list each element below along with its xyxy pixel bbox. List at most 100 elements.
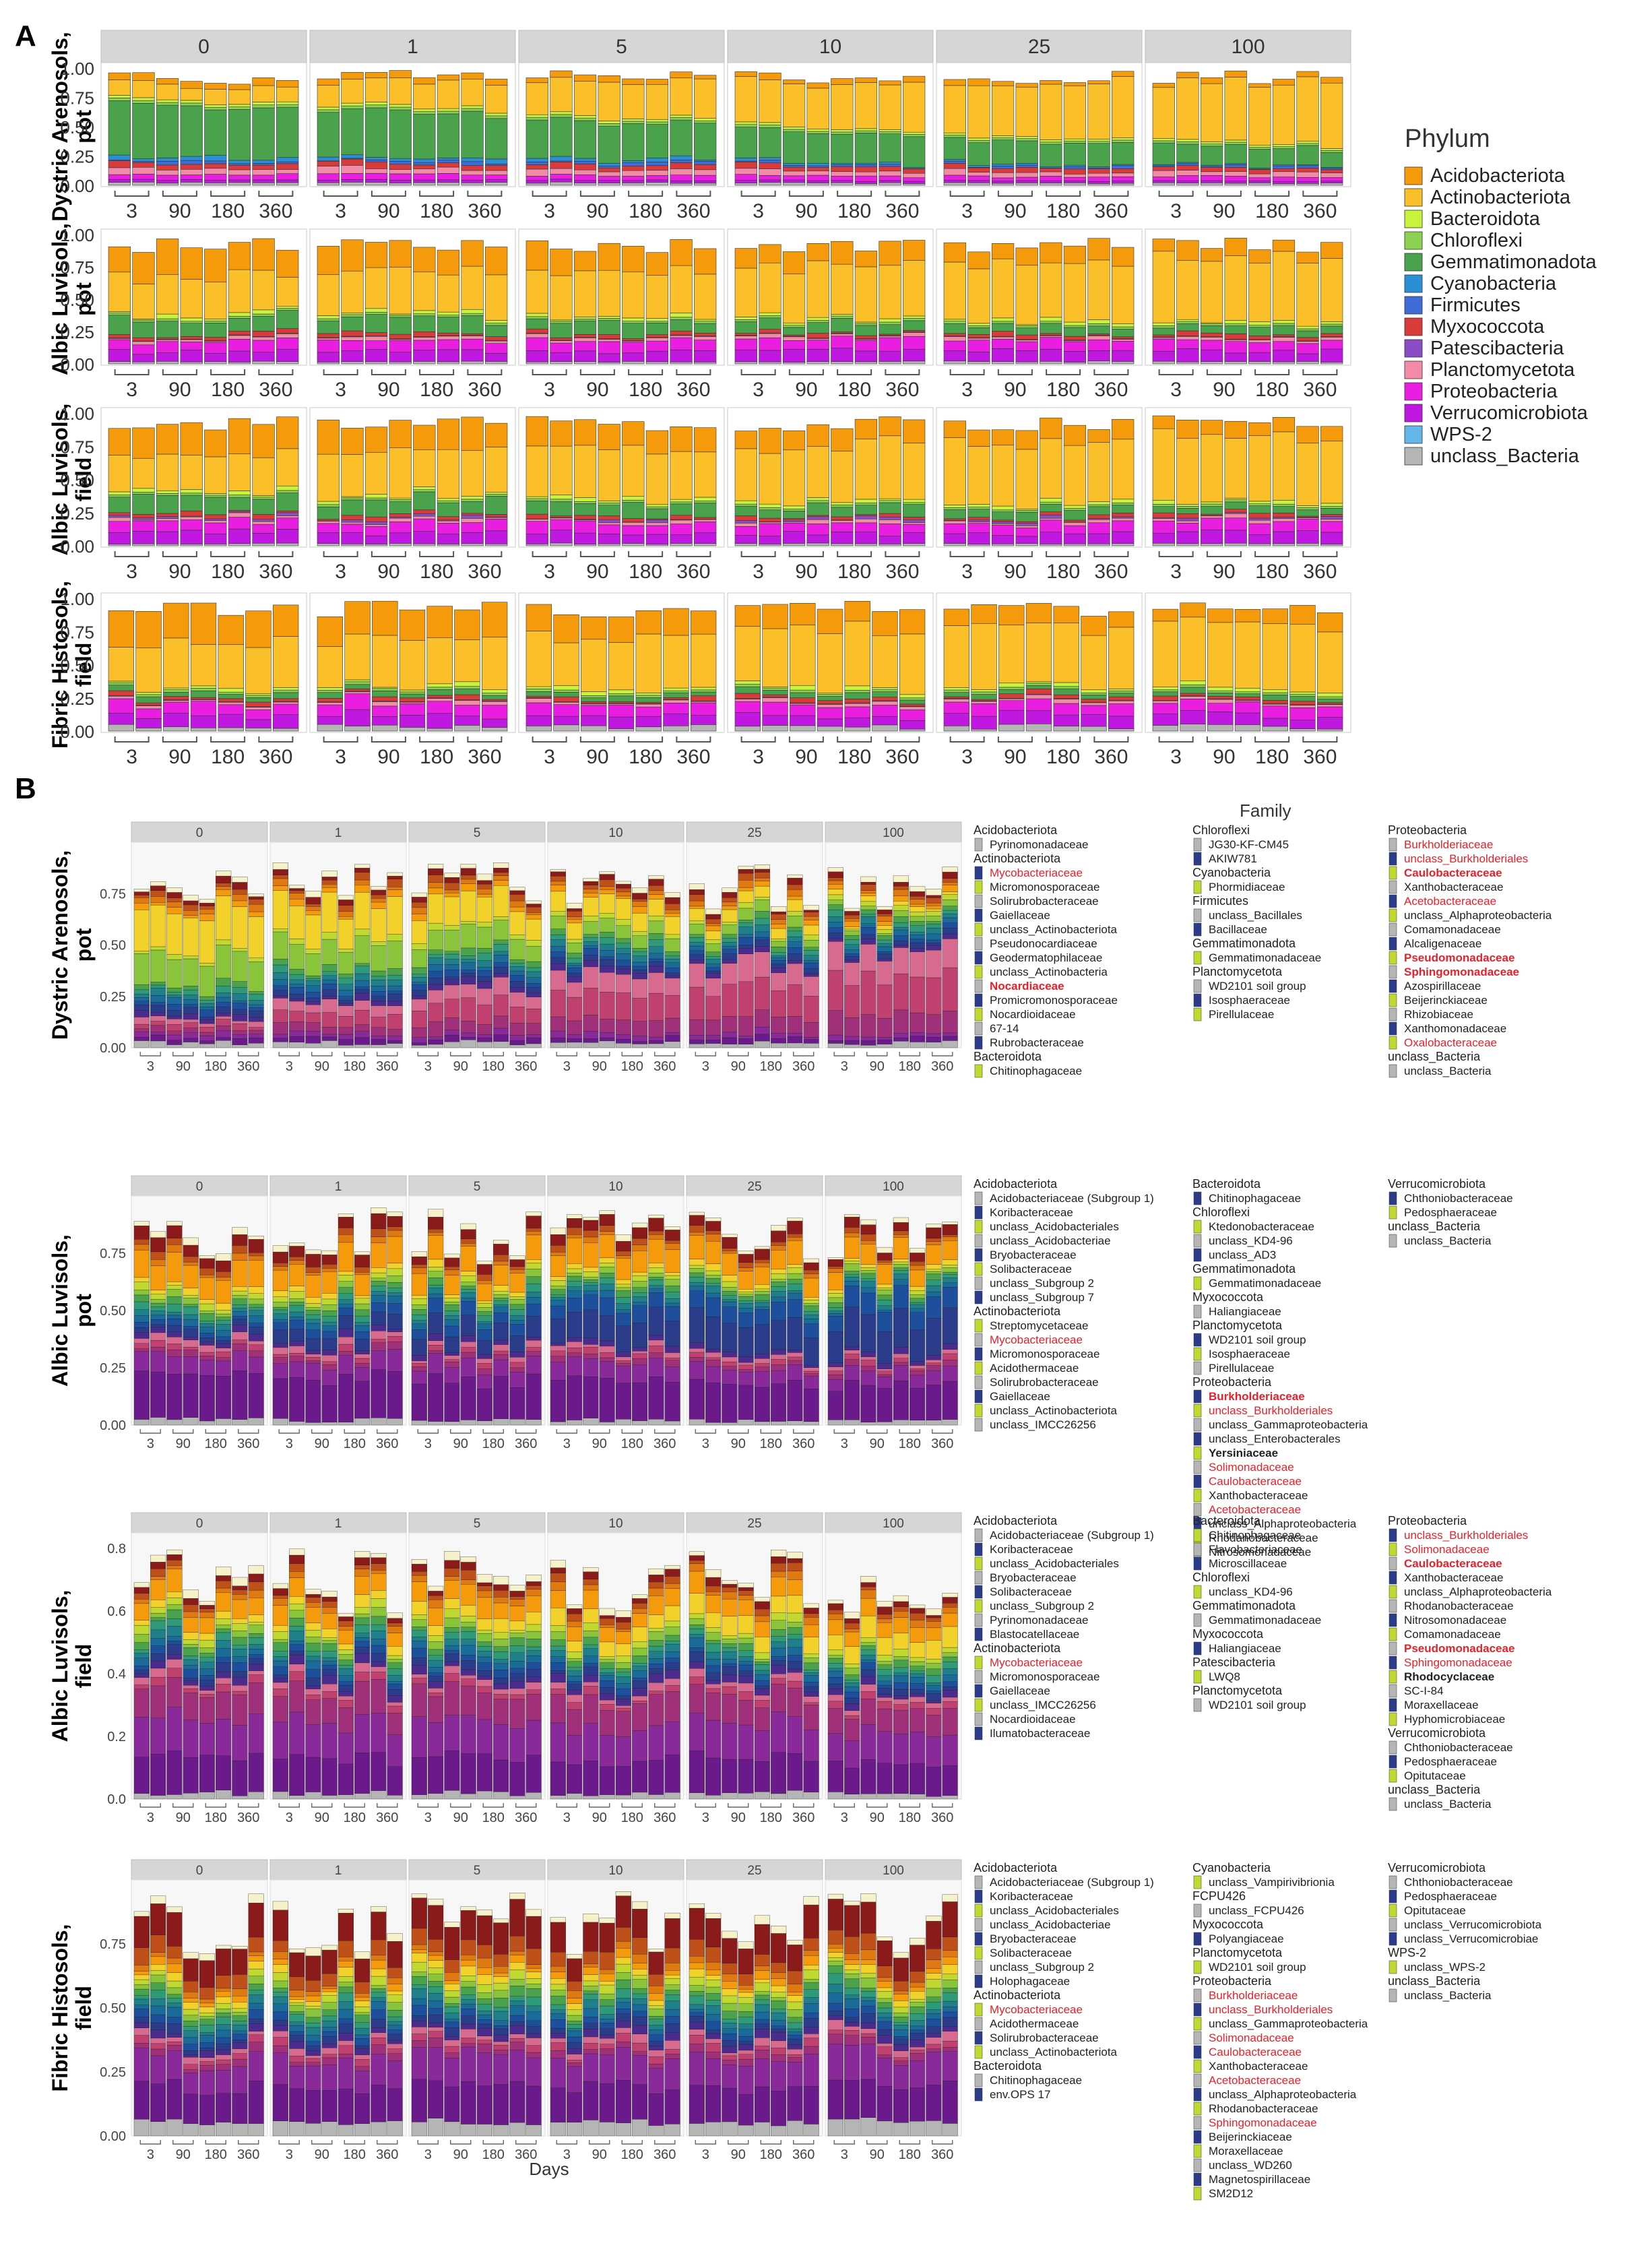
family-segment xyxy=(338,1373,354,1422)
family-segment xyxy=(387,974,403,980)
family-segment xyxy=(860,1352,876,1357)
phylum-segment xyxy=(317,690,344,693)
family-segment xyxy=(615,1313,631,1326)
phylum-segment xyxy=(831,507,854,517)
phylum-segment xyxy=(437,160,460,163)
family-segment xyxy=(722,1016,738,1033)
phylum-segment xyxy=(1320,441,1343,504)
phylum-segment xyxy=(573,175,597,181)
family-segment xyxy=(632,1292,648,1297)
family-segment xyxy=(567,1234,583,1238)
family-segment xyxy=(305,1637,321,1643)
family-segment xyxy=(754,951,770,978)
family-segment xyxy=(216,1271,232,1278)
phylum-segment xyxy=(344,633,371,681)
family-segment xyxy=(910,1286,926,1291)
family-segment xyxy=(509,1259,525,1267)
phylum-segment xyxy=(806,497,829,501)
phylum-segment xyxy=(1234,712,1261,725)
family-segment xyxy=(305,1267,321,1273)
phylum-segment xyxy=(831,361,854,365)
phylum-segment xyxy=(1108,700,1135,704)
family-segment xyxy=(338,911,354,917)
phylum-segment xyxy=(967,519,990,522)
family-segment xyxy=(599,966,615,973)
phylum-segment xyxy=(1296,505,1319,508)
phylum-segment xyxy=(645,79,669,85)
family-segment xyxy=(876,914,893,916)
phylum-segment xyxy=(831,532,854,544)
phylum-segment xyxy=(645,453,669,505)
family-segment xyxy=(664,955,680,959)
family-segment xyxy=(248,1307,264,1311)
family-segment xyxy=(460,1377,476,1420)
phylum-segment xyxy=(1200,144,1223,147)
family-segment xyxy=(133,1244,150,1251)
phylum-segment xyxy=(991,361,1015,365)
phylum-segment xyxy=(553,724,579,732)
phylum-segment xyxy=(598,171,620,177)
phylum-segment xyxy=(108,246,131,273)
family-segment xyxy=(648,1306,664,1335)
y-tick-label: 0.50 xyxy=(60,290,94,310)
legend-label: unclass_KD4-96 xyxy=(1209,1234,1293,1247)
phylum-segment xyxy=(734,526,757,536)
phylum-segment xyxy=(1063,174,1087,178)
family-segment xyxy=(371,1039,387,1045)
phylum-segment xyxy=(806,322,829,334)
phylum-segment xyxy=(344,691,371,694)
phylum-segment xyxy=(1180,699,1206,711)
family-segment xyxy=(248,1350,264,1358)
legend-label: Firmicutes xyxy=(1430,294,1521,316)
family-segment xyxy=(411,1371,427,1385)
group-bracket xyxy=(949,736,985,743)
phylum-segment xyxy=(1152,506,1175,513)
legend-label: unclass_Burkholderiales xyxy=(1404,852,1528,865)
phylum-segment xyxy=(998,605,1025,625)
family-segment xyxy=(387,887,403,890)
phylum-segment xyxy=(1108,693,1135,697)
family-segment xyxy=(910,1290,926,1295)
phylum-segment xyxy=(806,133,829,164)
phylum-segment xyxy=(645,534,669,545)
family-segment xyxy=(787,1267,803,1274)
phylum-segment xyxy=(1296,143,1319,146)
family-segment xyxy=(844,1036,860,1041)
phylum-segment xyxy=(1176,348,1199,363)
phylum-segment xyxy=(645,158,669,162)
family-segment xyxy=(599,874,615,880)
phylum-segment xyxy=(782,543,806,546)
phylum-segment xyxy=(1272,320,1296,324)
phylum-segment xyxy=(132,354,155,363)
family-segment xyxy=(705,1240,722,1264)
family-segment xyxy=(648,993,664,1021)
phylum-segment xyxy=(108,182,131,186)
family-segment xyxy=(722,1370,738,1385)
phylum-segment xyxy=(190,701,217,716)
family-segment xyxy=(183,1256,199,1263)
family-segment xyxy=(771,914,787,920)
family-segment xyxy=(232,1676,248,1686)
family-segment xyxy=(232,1371,248,1420)
facet-label: 0 xyxy=(196,1180,203,1194)
family-segment xyxy=(942,934,958,939)
phylum-segment xyxy=(156,158,179,162)
family-segment xyxy=(387,1371,403,1419)
family-segment xyxy=(493,1354,509,1360)
group-bracket xyxy=(419,191,455,197)
group-bracket xyxy=(621,1429,643,1434)
y-tick-label: 0.50 xyxy=(100,1304,126,1319)
phylum-segment xyxy=(991,139,1015,164)
family-segment xyxy=(166,992,183,996)
phylum-segment xyxy=(598,353,620,363)
phylum-segment xyxy=(252,163,275,166)
family-segment xyxy=(321,1591,338,1598)
family-segment xyxy=(615,1352,631,1357)
family-segment xyxy=(232,1585,248,1590)
phylum-segment xyxy=(694,323,717,334)
x-group-label: 180 xyxy=(899,1437,921,1451)
family-segment xyxy=(844,955,860,960)
family-segment xyxy=(722,953,738,960)
family-segment xyxy=(199,1657,215,1662)
phylum-segment xyxy=(550,249,573,276)
